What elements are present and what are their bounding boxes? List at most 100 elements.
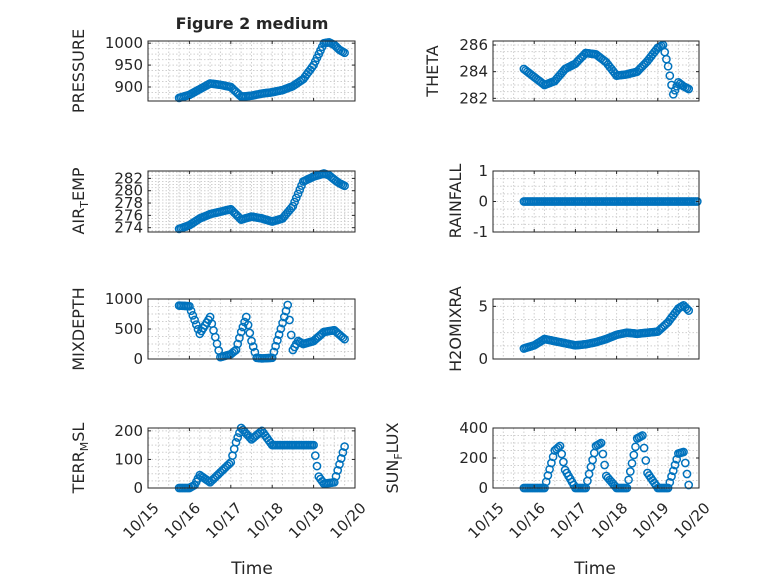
- data-point: [625, 467, 635, 476]
- data-point: [241, 312, 251, 322]
- x-tick-label: 10/16: [161, 499, 204, 542]
- y-tick-label: 0: [478, 350, 488, 368]
- data-point: [312, 461, 322, 471]
- data-point: [236, 327, 246, 337]
- y-tick-label: 0: [478, 479, 488, 497]
- y-tick-label: 280: [114, 182, 143, 200]
- data-point: [293, 189, 303, 199]
- y-tick-label: 0: [133, 350, 143, 368]
- data-point: [188, 311, 198, 320]
- axes-box: [147, 40, 356, 102]
- y-axis-label: SUNFLUX: [383, 422, 405, 493]
- data-point: [331, 471, 341, 481]
- data-point: [191, 320, 201, 329]
- data-point: [290, 197, 299, 207]
- y-axis-label: AIRTEMP: [69, 167, 91, 234]
- y-tick-label: 284: [459, 63, 488, 81]
- data-point: [631, 442, 640, 452]
- data-point: [186, 306, 196, 316]
- data-point: [340, 334, 349, 344]
- data-point: [684, 306, 694, 315]
- data-point: [231, 345, 241, 355]
- data-point: [288, 201, 298, 211]
- data-point: [638, 431, 647, 440]
- data-point: [269, 347, 279, 357]
- data-point: [245, 328, 255, 338]
- data-point: [557, 449, 567, 459]
- y-tick-label: 286: [459, 36, 488, 54]
- data-point: [641, 456, 651, 465]
- y-tick-label: 500: [114, 320, 143, 338]
- data-point: [680, 458, 690, 468]
- data-point: [224, 459, 234, 469]
- y-axis-label: THETA: [423, 45, 442, 97]
- data-point: [204, 476, 213, 486]
- y-tick-label: 282: [459, 89, 488, 107]
- data-point: [190, 315, 199, 325]
- data-point: [286, 330, 296, 340]
- data-point: [333, 466, 343, 475]
- y-axis-label: H2OMIXRA: [446, 286, 465, 372]
- data-point: [600, 460, 609, 470]
- y-axis-label: RAINFALL: [446, 164, 465, 239]
- data-point: [248, 342, 258, 351]
- x-tick-label: 10/19: [285, 499, 328, 542]
- data-point: [668, 89, 678, 99]
- x-tick-label: 10/17: [202, 499, 245, 542]
- data-point: [627, 458, 637, 468]
- data-point: [340, 181, 349, 191]
- data-point: [238, 322, 248, 332]
- y-tick-label: 276: [114, 206, 143, 224]
- data-point: [281, 306, 291, 316]
- data-point: [329, 477, 339, 487]
- data-point: [340, 48, 349, 58]
- y-tick-label: 200: [459, 449, 488, 467]
- figure-title: Figure 2 medium: [176, 14, 329, 33]
- x-axis-label-left: Time: [230, 559, 273, 579]
- data-point: [624, 475, 633, 485]
- x-tick-label: 10/19: [629, 499, 672, 542]
- data-point: [309, 440, 318, 450]
- axes-background: [148, 171, 355, 232]
- data-point: [273, 336, 282, 345]
- x-tick-label: 10/20: [670, 499, 713, 542]
- data-point: [555, 441, 565, 451]
- data-point: [283, 300, 293, 310]
- subplot-h2omixra: 0 5 H2OMIXRA: [446, 286, 700, 372]
- data-point: [670, 460, 680, 470]
- data-point: [629, 450, 639, 460]
- data-point: [243, 320, 253, 330]
- data-point: [233, 433, 243, 442]
- x-tick-label: 10/17: [547, 499, 590, 542]
- data-point: [235, 333, 244, 343]
- subplot-mixdepth: 0 500 1000 MIXDEPTH: [69, 287, 356, 371]
- data-point: [267, 353, 277, 363]
- y-tick-label: 400: [459, 419, 488, 437]
- x-tick-label: 10/15: [464, 499, 507, 542]
- subplot-sun_flux: 0 200 400 SUNFLUX 10/1510/1610/1710/1810/191…: [383, 419, 714, 542]
- data-point: [598, 449, 608, 459]
- axes-box: [492, 40, 700, 102]
- data-point: [663, 61, 673, 71]
- data-point: [667, 472, 676, 481]
- data-point: [679, 447, 688, 457]
- x-tick-label: 10/18: [244, 499, 287, 542]
- data-point: [639, 443, 649, 453]
- data-point: [247, 336, 256, 346]
- subplot-terr_msl: 0 100 200 TERRMSL 10/1510/1610/1710/1810/191…: [69, 422, 370, 542]
- data-point: [338, 333, 348, 343]
- data-point: [291, 193, 301, 203]
- subplot-theta: 282 284 286 THETA: [423, 36, 700, 107]
- data-point: [336, 454, 346, 463]
- data-point: [553, 443, 563, 452]
- y-axis-label: TERRMSL: [69, 423, 91, 495]
- data-point: [665, 477, 675, 487]
- x-tick-label: 10/16: [506, 499, 549, 542]
- data-point: [274, 330, 284, 339]
- y-tick-label: 278: [114, 194, 143, 212]
- data-point: [684, 84, 694, 94]
- data-point: [233, 339, 243, 349]
- y-tick-label: -1: [473, 223, 488, 241]
- data-point: [295, 185, 305, 195]
